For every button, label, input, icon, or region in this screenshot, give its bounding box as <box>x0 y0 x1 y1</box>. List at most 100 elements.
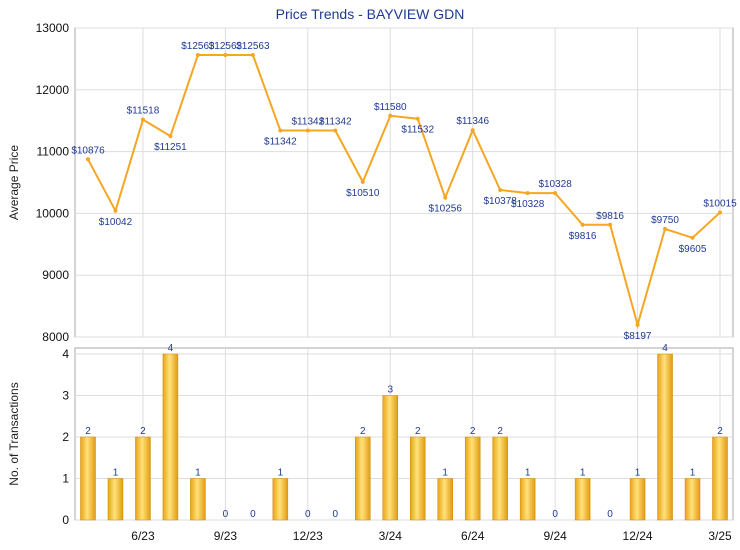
price-data-point <box>223 53 228 58</box>
transactions-bar-label: 4 <box>662 343 668 354</box>
transactions-y-axis-label: No. of Transactions <box>7 382 21 485</box>
price-data-label: $10510 <box>346 188 380 199</box>
transactions-bar <box>684 478 701 521</box>
transactions-bar-panel: 0 1 2 3 4 No. of Transactions 2 1 2 4 1 0 0 1 0 0 2 3 2 1 2 2… <box>7 343 734 543</box>
price-data-label: $10328 <box>538 179 572 190</box>
transactions-bar-label: 1 <box>195 468 201 479</box>
transactions-plot-area <box>74 347 734 521</box>
price-data-label: $11580 <box>374 102 407 113</box>
transactions-bar-label: 1 <box>580 468 586 479</box>
price-data-label: $9816 <box>596 211 624 222</box>
price-data-point <box>580 222 585 227</box>
x-tick-label: 9/24 <box>543 529 567 543</box>
price-data-point <box>195 53 200 58</box>
price-data-point <box>140 117 145 122</box>
price-y-tick-label: 10000 <box>36 206 70 220</box>
price-data-label: $12563 <box>209 41 243 52</box>
x-tick-label: 6/24 <box>461 529 485 543</box>
price-data-label: $10876 <box>71 145 105 156</box>
price-data-label: $11532 <box>401 125 434 136</box>
transactions-y-tick-label: 2 <box>62 430 69 444</box>
price-data-label: $11342 <box>292 116 325 127</box>
transactions-y-tick-label: 3 <box>62 389 69 403</box>
transactions-bar <box>162 353 179 521</box>
transactions-bar <box>657 353 673 521</box>
x-tick-label: 3/24 <box>379 529 403 543</box>
transactions-bar-label: 0 <box>250 509 256 520</box>
price-y-tick-label: 8000 <box>42 330 69 344</box>
transactions-bar <box>135 436 151 521</box>
price-data-point <box>608 222 613 227</box>
transactions-bar-label: 0 <box>333 509 339 520</box>
price-data-point <box>718 210 722 215</box>
price-data-label: $11251 <box>154 142 187 153</box>
price-data-label: $11342 <box>264 136 297 147</box>
price-data-point <box>553 191 558 196</box>
transactions-bar-label: 0 <box>305 509 311 520</box>
price-data-label: $10378 <box>483 196 517 207</box>
price-data-point <box>305 128 310 133</box>
price-data-point <box>388 113 393 118</box>
transactions-bar <box>519 478 536 521</box>
transactions-y-tick-label: 4 <box>62 347 69 361</box>
price-data-label: $12563 <box>236 41 270 52</box>
price-data-point <box>333 128 338 133</box>
price-data-point <box>525 191 530 196</box>
price-data-label: $10328 <box>511 199 545 210</box>
price-data-label: $11346 <box>456 116 489 127</box>
x-tick-label: 12/23 <box>293 529 323 543</box>
transactions-bar <box>107 478 124 521</box>
transactions-bar <box>80 436 96 521</box>
price-data-label: $11518 <box>127 106 160 117</box>
price-data-point <box>250 53 255 58</box>
price-data-label: $9750 <box>651 215 679 226</box>
transactions-bar <box>272 478 289 521</box>
price-line-panel: 8000 9000 10000 11000 12000 13000 Average Pric… <box>7 21 737 344</box>
price-data-point <box>663 226 668 231</box>
x-tick-label: 12/24 <box>623 529 653 543</box>
price-data-label: $10042 <box>99 217 133 228</box>
transactions-bar <box>629 478 646 521</box>
transactions-bar-label: 0 <box>223 509 229 520</box>
transactions-bar-label: 2 <box>717 426 723 437</box>
price-data-label: $10256 <box>429 204 463 215</box>
transactions-bar-label: 1 <box>635 468 641 479</box>
price-data-point <box>443 195 448 200</box>
x-tick-label: 9/23 <box>214 529 238 543</box>
transactions-bar-label: 1 <box>525 468 531 479</box>
price-data-label: $10015 <box>703 198 737 209</box>
transactions-bar-label: 2 <box>470 426 476 437</box>
transactions-bar <box>437 478 453 521</box>
price-data-point <box>113 208 118 213</box>
price-data-point <box>168 134 173 139</box>
transactions-bar <box>382 395 399 521</box>
transactions-bar-label: 0 <box>607 509 613 520</box>
x-tick-label: 3/25 <box>708 529 732 543</box>
transactions-bar <box>355 436 371 521</box>
transactions-bar <box>409 436 426 521</box>
price-data-point <box>360 179 365 184</box>
price-series-line <box>87 54 721 329</box>
price-data-point <box>635 322 640 327</box>
chart-title: Price Trends - BAYVIEW GDN <box>276 6 465 22</box>
price-data-label: $9605 <box>679 244 707 255</box>
transactions-bar <box>190 478 206 521</box>
transactions-bar-label: 2 <box>360 426 366 437</box>
price-data-point <box>415 116 420 121</box>
transactions-bar <box>574 478 591 521</box>
price-y-tick-label: 12000 <box>36 83 70 97</box>
price-y-axis-label: Average Price <box>7 145 21 220</box>
x-tick-label: 6/23 <box>131 529 155 543</box>
transactions-bar-label: 4 <box>168 343 174 354</box>
transactions-bar-label: 1 <box>278 468 284 479</box>
price-data-point <box>278 128 283 133</box>
transactions-bar-label: 2 <box>415 426 421 437</box>
transactions-y-tick-label: 0 <box>62 513 69 527</box>
price-plot-area <box>74 27 734 338</box>
price-data-point <box>690 235 695 240</box>
transactions-bar-label: 3 <box>387 385 393 396</box>
transactions-bar <box>712 436 728 521</box>
transactions-bar <box>464 436 481 521</box>
transactions-bar-label: 2 <box>85 426 91 437</box>
